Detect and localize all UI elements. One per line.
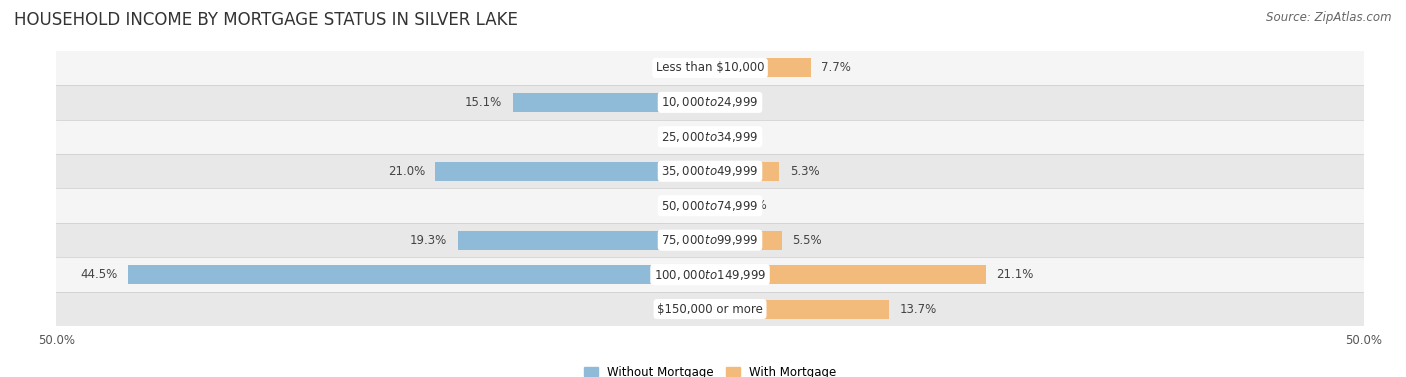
Bar [56, 154, 1364, 188]
Bar [513, 93, 710, 112]
Bar [458, 231, 710, 250]
Text: 5.3%: 5.3% [790, 165, 820, 178]
Text: 13.7%: 13.7% [900, 303, 936, 316]
Bar [710, 231, 782, 250]
Bar [56, 85, 1364, 120]
Text: 0.0%: 0.0% [668, 130, 697, 143]
Text: 1.3%: 1.3% [738, 199, 768, 212]
Bar [56, 292, 1364, 326]
Text: $50,000 to $74,999: $50,000 to $74,999 [661, 199, 759, 213]
Bar [56, 51, 1364, 85]
Bar [710, 196, 727, 215]
Text: 21.0%: 21.0% [388, 165, 425, 178]
Text: 0.0%: 0.0% [668, 199, 697, 212]
Bar [56, 120, 1364, 154]
Text: 19.3%: 19.3% [411, 234, 447, 247]
Text: 44.5%: 44.5% [80, 268, 118, 281]
Text: 0.0%: 0.0% [723, 96, 752, 109]
Text: Source: ZipAtlas.com: Source: ZipAtlas.com [1267, 11, 1392, 24]
Bar [128, 265, 710, 284]
Text: 0.0%: 0.0% [668, 303, 697, 316]
Text: 21.1%: 21.1% [997, 268, 1033, 281]
Bar [436, 162, 710, 181]
Text: $150,000 or more: $150,000 or more [657, 303, 763, 316]
Text: $75,000 to $99,999: $75,000 to $99,999 [661, 233, 759, 247]
Bar [56, 257, 1364, 292]
Text: $25,000 to $34,999: $25,000 to $34,999 [661, 130, 759, 144]
Bar [710, 162, 779, 181]
Text: 5.5%: 5.5% [793, 234, 823, 247]
Legend: Without Mortgage, With Mortgage: Without Mortgage, With Mortgage [579, 361, 841, 377]
Text: $35,000 to $49,999: $35,000 to $49,999 [661, 164, 759, 178]
Text: HOUSEHOLD INCOME BY MORTGAGE STATUS IN SILVER LAKE: HOUSEHOLD INCOME BY MORTGAGE STATUS IN S… [14, 11, 517, 29]
Bar [710, 300, 889, 319]
Bar [710, 58, 811, 77]
Text: 15.1%: 15.1% [465, 96, 502, 109]
Text: $100,000 to $149,999: $100,000 to $149,999 [654, 268, 766, 282]
Text: 0.0%: 0.0% [668, 61, 697, 74]
Bar [56, 188, 1364, 223]
Bar [710, 265, 986, 284]
Bar [56, 223, 1364, 257]
Text: 0.0%: 0.0% [723, 130, 752, 143]
Text: $10,000 to $24,999: $10,000 to $24,999 [661, 95, 759, 109]
Text: Less than $10,000: Less than $10,000 [655, 61, 765, 74]
Text: 7.7%: 7.7% [821, 61, 851, 74]
